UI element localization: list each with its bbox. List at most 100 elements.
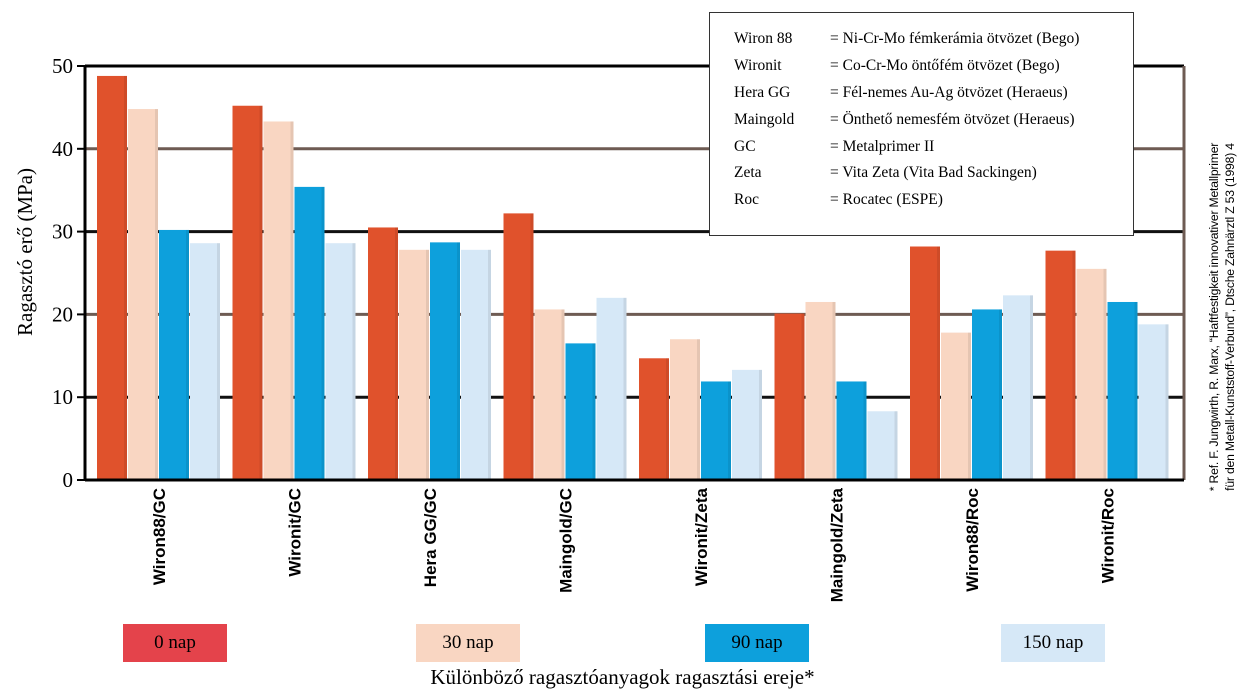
color-key-label: 30 nap <box>442 632 494 653</box>
legend-row-wiron88: Wiron 88 = Ni-Cr-Mo fémkerámia ötvözet (… <box>734 26 1133 53</box>
bar-shade <box>1103 268 1107 480</box>
color-key-label: 90 nap <box>731 632 783 653</box>
legend-row-gc: GC = Metalprimer II <box>734 133 1133 160</box>
bar <box>972 309 1002 480</box>
legend-abbr: Wiron 88 <box>734 30 793 48</box>
bar <box>836 381 867 480</box>
bar <box>190 243 220 480</box>
bar-shade <box>217 243 220 480</box>
legend-desc: = Önthető nemesfém ötvözet (Heraeus) <box>830 110 1075 128</box>
bar <box>1076 268 1107 480</box>
bar <box>774 313 805 480</box>
color-key-90-nap: 90 nap <box>705 624 809 662</box>
bar-shade <box>1030 295 1033 480</box>
bar <box>399 249 429 480</box>
bar <box>1107 301 1138 480</box>
bar-shade <box>352 243 356 480</box>
bar <box>325 243 356 480</box>
bar-shade <box>728 381 731 480</box>
bar-shade <box>321 186 325 480</box>
legend-abbr: Hera GG <box>734 83 791 101</box>
bar-shade <box>697 339 700 480</box>
bar <box>941 332 971 480</box>
legend-desc: = Vita Zeta (Vita Bad Sackingen) <box>830 164 1037 182</box>
legend-abbr: Roc <box>734 191 759 209</box>
bar <box>97 75 127 480</box>
bar <box>1138 324 1169 480</box>
y-tick-label: 50 <box>52 54 73 78</box>
bar <box>805 301 836 480</box>
bar <box>565 343 596 480</box>
color-key-0-nap: 0 nap <box>123 624 227 662</box>
legend-abbr: Maingold <box>734 110 795 128</box>
x-tick-label: Maingold/GC <box>557 488 576 593</box>
bar <box>430 242 460 480</box>
bar <box>701 381 731 480</box>
reference-note-line: * Ref. F. Jungwirth, R. Marx, “Haftfesti… <box>1207 142 1221 492</box>
bar-shade <box>863 381 867 480</box>
y-tick-label: 20 <box>52 302 73 326</box>
x-tick-label: Wironit/Roc <box>1099 488 1118 583</box>
bar-shade <box>999 309 1002 480</box>
bar-shade <box>290 121 294 480</box>
bar-shade <box>759 369 762 480</box>
x-tick-label: Wironit/GC <box>286 488 305 577</box>
bar <box>910 246 940 480</box>
color-key-150-nap: 150 nap <box>1001 624 1105 662</box>
legend-desc: = Rocatec (ESPE) <box>830 191 943 209</box>
bar-shade <box>592 343 596 480</box>
legend-desc: = Ni-Cr-Mo fémkerámia ötvözet (Bego) <box>830 30 1080 48</box>
bar-shade <box>488 249 491 480</box>
bar-shade <box>155 109 158 480</box>
x-tick-label: Wiron88/GC <box>150 488 169 585</box>
legend-abbr: Wironit <box>734 57 782 75</box>
bar-shade <box>395 227 398 480</box>
bar <box>1045 250 1076 480</box>
bars-layer <box>97 75 1169 480</box>
legend-row-maingold: Maingold = Önthető nemesfém ötvözet (Her… <box>734 106 1133 133</box>
bar <box>128 109 158 480</box>
y-tick-label: 10 <box>52 385 73 409</box>
x-tick-label: Maingold/Zeta <box>828 487 847 602</box>
bar-shade <box>968 332 971 480</box>
bar-shade <box>259 105 263 480</box>
bar-shade <box>530 213 534 480</box>
bar <box>263 121 294 480</box>
bar-shade <box>426 249 429 480</box>
legend-row-roc: Roc = Rocatec (ESPE) <box>734 187 1133 214</box>
legend-abbr: GC <box>734 137 756 155</box>
x-tick-label: Wironit/Zeta <box>692 487 711 586</box>
bar <box>232 105 263 480</box>
color-key-30-nap: 30 nap <box>416 624 520 662</box>
bar <box>294 186 325 480</box>
reference-note-line: für den Metall-Kunststoff-Verbund”, Dtsc… <box>1223 143 1237 491</box>
y-axis-title: Ragasztó erő (MPa) <box>13 168 37 336</box>
bar-shade <box>666 358 669 480</box>
bar-shade <box>186 229 189 480</box>
bar-shade <box>124 75 127 480</box>
bar <box>461 249 491 480</box>
bar-shade <box>1072 250 1076 480</box>
x-tick-label: Hera GG/GC <box>421 488 440 587</box>
x-tick-label: Wiron88/Roc <box>963 488 982 592</box>
legend-desc: = Metalprimer II <box>830 137 935 155</box>
bar-shade <box>561 309 565 480</box>
color-key-label: 150 nap <box>1022 632 1084 653</box>
bar-shade <box>1165 324 1169 480</box>
bar <box>639 358 669 480</box>
bar <box>503 213 534 480</box>
bar <box>867 411 898 480</box>
legend-abbr: Zeta <box>734 164 762 182</box>
color-key-label: 0 nap <box>154 632 196 653</box>
y-tick-label: 40 <box>52 137 73 161</box>
bar <box>732 369 762 480</box>
bar <box>596 297 627 480</box>
bar <box>159 229 189 480</box>
chart-caption: Különböző ragasztóanyagok ragasztási ere… <box>430 665 815 689</box>
y-tick-label: 0 <box>63 468 74 492</box>
bar-shade <box>623 297 627 480</box>
bar-shade <box>832 301 836 480</box>
materials-legend: Wiron 88 = Ni-Cr-Mo fémkerámia ötvözet (… <box>709 12 1134 236</box>
bar-shade <box>894 411 898 480</box>
legend-desc: = Fél-nemes Au-Ag ötvözet (Heraeus) <box>830 83 1068 101</box>
